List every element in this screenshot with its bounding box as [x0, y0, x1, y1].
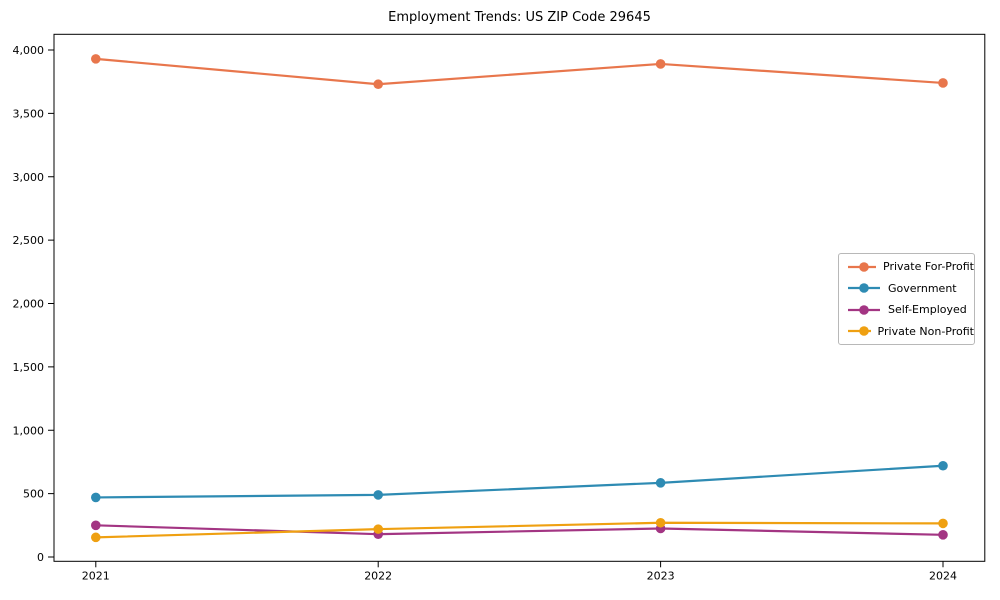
- legend-item-private-non-profit: Private Non-Profit: [839, 325, 974, 338]
- x-axis-tick-label: 2021: [82, 569, 110, 582]
- series-point-private-non-profit: [938, 518, 948, 529]
- legend-label: Self-Employed: [888, 303, 967, 317]
- legend-label: Private For-Profit: [883, 260, 974, 274]
- series-point-self-employed: [91, 520, 101, 531]
- series-point-government: [373, 490, 384, 500]
- y-axis-tick-label: 500: [23, 488, 44, 501]
- series-point-private-non-profit: [91, 532, 101, 543]
- y-axis-tick-label: 2,500: [13, 234, 45, 247]
- legend-label: Government: [888, 281, 957, 295]
- y-axis-tick-label: 0: [37, 551, 44, 564]
- y-axis-tick-label: 3,000: [13, 171, 45, 184]
- x-axis-tick-label: 2022: [364, 569, 392, 582]
- chart-legend: Private For-Profit Government Self-Employe…: [838, 253, 975, 345]
- legend-item-private-for-profit: Private For-Profit: [839, 260, 974, 273]
- axes-spines: [53, 33, 986, 562]
- series-point-private-non-profit: [373, 524, 384, 534]
- series-line-self-employed: [94, 524, 945, 536]
- series-line-government: [94, 464, 945, 499]
- series-point-self-employed: [938, 530, 948, 540]
- x-axis-tick-label: 2024: [929, 569, 957, 582]
- series-point-private-for-profit: [655, 59, 666, 69]
- legend-marker-private-non-profit: [848, 326, 871, 337]
- y-axis-tick-label: 4,000: [13, 44, 45, 57]
- y-axis-tick-label: 1,500: [13, 361, 45, 374]
- series-point-private-for-profit: [373, 79, 384, 90]
- series-point-government: [655, 478, 666, 488]
- legend-item-government: Government: [839, 282, 974, 295]
- y-axis-tick-label: 3,500: [13, 107, 45, 120]
- series-point-government: [91, 492, 101, 503]
- y-axis-tick-label: 2,000: [13, 298, 45, 311]
- legend-label: Private Non-Profit: [877, 324, 974, 338]
- series-point-government: [938, 460, 948, 471]
- chart-title: Employment Trends: US ZIP Code 29645: [388, 10, 651, 25]
- legend-marker-government: [848, 283, 880, 294]
- series-point-private-non-profit: [655, 517, 666, 528]
- legend-marker-self-employed: [848, 304, 880, 315]
- legend-item-self-employed: Self-Employed: [839, 303, 974, 316]
- series-point-private-for-profit: [91, 54, 101, 64]
- series-point-private-for-profit: [938, 78, 948, 88]
- series-line-private-for-profit: [94, 57, 945, 86]
- series-line-private-non-profit: [94, 521, 945, 539]
- y-axis-tick-label: 1,000: [13, 424, 45, 437]
- legend-marker-private-for-profit: [848, 261, 876, 272]
- x-axis-tick-label: 2023: [647, 569, 675, 582]
